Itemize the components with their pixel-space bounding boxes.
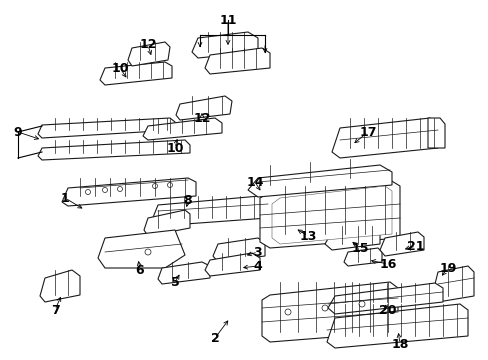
Text: 10: 10 (111, 62, 128, 75)
Polygon shape (40, 270, 80, 302)
Polygon shape (327, 283, 442, 314)
Text: 2: 2 (210, 332, 219, 345)
Polygon shape (38, 140, 190, 160)
Polygon shape (325, 226, 379, 250)
Text: 6: 6 (135, 264, 144, 276)
Polygon shape (379, 232, 423, 256)
Polygon shape (143, 210, 190, 236)
Polygon shape (152, 196, 267, 226)
Text: 5: 5 (170, 275, 179, 288)
Polygon shape (247, 165, 391, 197)
Polygon shape (213, 238, 264, 262)
Text: 18: 18 (390, 338, 408, 351)
Text: 15: 15 (350, 242, 368, 255)
Text: 20: 20 (379, 303, 396, 316)
Text: 19: 19 (438, 261, 456, 274)
Polygon shape (260, 180, 399, 248)
Text: 10: 10 (166, 141, 183, 154)
Polygon shape (271, 186, 391, 244)
Polygon shape (204, 48, 269, 74)
Text: 11: 11 (219, 13, 236, 27)
Text: 1: 1 (61, 192, 69, 204)
Text: 17: 17 (359, 126, 376, 139)
Text: 7: 7 (51, 303, 59, 316)
Text: 13: 13 (299, 230, 316, 243)
Polygon shape (204, 253, 260, 276)
Polygon shape (38, 118, 175, 138)
Polygon shape (343, 248, 381, 266)
Text: 3: 3 (253, 246, 262, 258)
Polygon shape (62, 178, 196, 206)
Text: 16: 16 (379, 257, 396, 270)
Polygon shape (262, 282, 397, 342)
Text: 12: 12 (139, 39, 157, 51)
Text: 12: 12 (193, 112, 210, 125)
Text: 4: 4 (253, 260, 262, 273)
Polygon shape (98, 230, 184, 268)
Text: 21: 21 (407, 239, 424, 252)
Polygon shape (158, 262, 209, 284)
Polygon shape (192, 32, 258, 58)
Polygon shape (100, 62, 172, 85)
Polygon shape (431, 266, 473, 302)
Polygon shape (331, 118, 437, 158)
Text: 9: 9 (14, 126, 22, 139)
Text: 14: 14 (246, 175, 263, 189)
Text: 8: 8 (183, 194, 192, 207)
Polygon shape (142, 118, 222, 140)
Polygon shape (427, 118, 444, 148)
Polygon shape (128, 42, 170, 66)
Polygon shape (176, 96, 231, 120)
Polygon shape (326, 304, 467, 348)
